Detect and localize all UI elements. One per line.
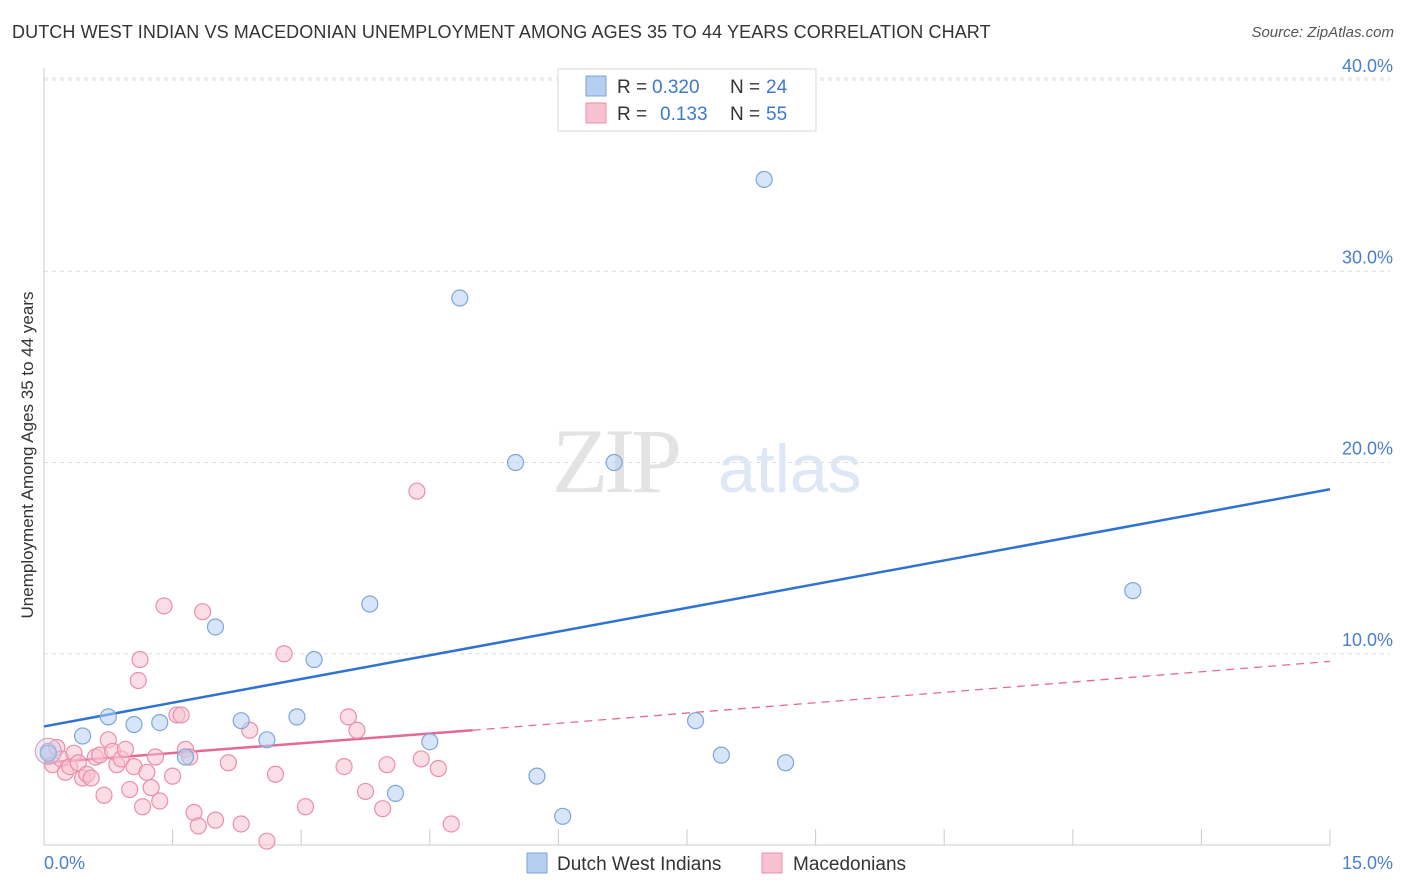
dutch-point xyxy=(755,170,773,189)
macedonian-point xyxy=(356,782,375,801)
macedonian-point xyxy=(116,740,135,758)
series-legend-swatch-macedonians xyxy=(761,852,783,874)
macedonian-point xyxy=(429,759,447,778)
dutch-point xyxy=(206,618,225,636)
macedonian-point xyxy=(189,817,207,835)
dutch-point xyxy=(776,754,795,772)
dutch-point xyxy=(73,727,92,745)
macedonian-point xyxy=(258,832,276,850)
dutch-point xyxy=(712,746,730,764)
stats-legend-swatch-blue xyxy=(585,75,607,97)
dutch-point xyxy=(232,712,250,730)
stats-n-label-1: N = xyxy=(730,104,760,125)
y-tick-label: 20.0% xyxy=(1342,439,1393,459)
macedonian-point xyxy=(155,597,173,615)
stats-r-value-0: 0.320 xyxy=(652,77,700,98)
macedonian-point xyxy=(82,769,100,787)
macedonian-point xyxy=(131,650,149,669)
dutch-point xyxy=(99,708,117,726)
source-label: Source: ZipAtlas.com xyxy=(1251,24,1394,41)
macedonian-point xyxy=(146,748,165,766)
x-tick-label: 0.0% xyxy=(44,853,85,873)
dutch-point xyxy=(386,784,405,802)
macedonian-point xyxy=(142,779,160,797)
macedonian-point xyxy=(219,754,237,772)
stats-r-label-1: R = xyxy=(617,104,647,125)
gridlines xyxy=(43,77,1390,845)
macedonian-point xyxy=(129,671,147,690)
macedonian-point xyxy=(138,763,156,781)
stats-n-value-1: 55 xyxy=(766,104,787,125)
watermark-atlas: atlas xyxy=(718,431,862,507)
stats-r-label-0: R = xyxy=(617,77,647,98)
macedonian-point xyxy=(95,786,113,804)
dutch-point xyxy=(176,748,195,766)
stats-legend-swatch-pink xyxy=(585,102,607,124)
dutch-point xyxy=(605,453,623,472)
series-legend-label-macedonians: Macedonians xyxy=(793,854,906,875)
macedonian-point xyxy=(412,750,430,768)
macedonian-point xyxy=(339,708,357,726)
macedonian-point xyxy=(335,757,353,776)
macedonian-point xyxy=(374,800,392,818)
stats-legend: R = 0.320 N = 24 R = 0.133 N = 55 xyxy=(557,68,817,132)
chart-title: DUTCH WEST INDIAN VS MACEDONIAN UNEMPLOY… xyxy=(12,22,991,42)
macedonian-point xyxy=(296,798,315,816)
dutch-point xyxy=(125,715,143,734)
tick-labels: 10.0% 20.0% 30.0% 40.0% 0.0% 15.0% xyxy=(44,56,1393,873)
macedonian-point xyxy=(378,756,396,774)
dutch-point xyxy=(361,595,379,613)
y-tick-label: 40.0% xyxy=(1342,56,1393,76)
macedonian-point xyxy=(442,815,460,833)
macedonian-point xyxy=(275,645,293,663)
y-tick-label: 30.0% xyxy=(1342,247,1393,267)
data-points xyxy=(34,170,1142,850)
dutch-point xyxy=(528,767,546,785)
dutch-point xyxy=(686,712,705,730)
macedonian-point xyxy=(194,603,212,621)
dutch-trend-line xyxy=(43,488,1331,728)
axes xyxy=(43,68,1330,846)
dutch-point xyxy=(421,733,439,751)
macedonian-point xyxy=(206,811,225,829)
dutch-point xyxy=(151,713,169,732)
origin-cluster-point xyxy=(34,737,62,765)
dutch-point xyxy=(506,453,525,472)
macedonian-trend-extension xyxy=(472,660,1331,731)
dutch-point xyxy=(288,708,306,726)
dutch-point xyxy=(258,731,276,749)
x-tick-label: 15.0% xyxy=(1342,853,1393,873)
y-tick-label: 10.0% xyxy=(1342,630,1393,650)
macedonian-point xyxy=(408,482,426,500)
dutch-point xyxy=(554,807,572,825)
macedonian-point xyxy=(232,815,250,833)
dutch-point xyxy=(39,744,57,762)
series-legend-label-dutch: Dutch West Indians xyxy=(557,854,721,875)
dutch-point xyxy=(1124,582,1142,600)
dutch-point xyxy=(451,289,469,307)
series-legend: Dutch West Indians Macedonians xyxy=(526,852,906,875)
macedonian-point xyxy=(121,780,139,799)
macedonian-point xyxy=(266,765,285,783)
watermark: ZIP atlas xyxy=(552,410,862,512)
series-legend-swatch-dutch xyxy=(526,852,548,874)
macedonian-point xyxy=(133,798,152,816)
stats-r-value-1: 0.133 xyxy=(660,104,708,125)
dutch-point xyxy=(305,650,323,669)
stats-n-value-0: 24 xyxy=(766,77,788,98)
macedonian-point xyxy=(348,721,366,739)
macedonian-point xyxy=(172,706,190,724)
macedonian-point xyxy=(164,767,182,785)
stats-n-label-0: N = xyxy=(730,77,760,98)
macedonian-point xyxy=(151,792,169,810)
